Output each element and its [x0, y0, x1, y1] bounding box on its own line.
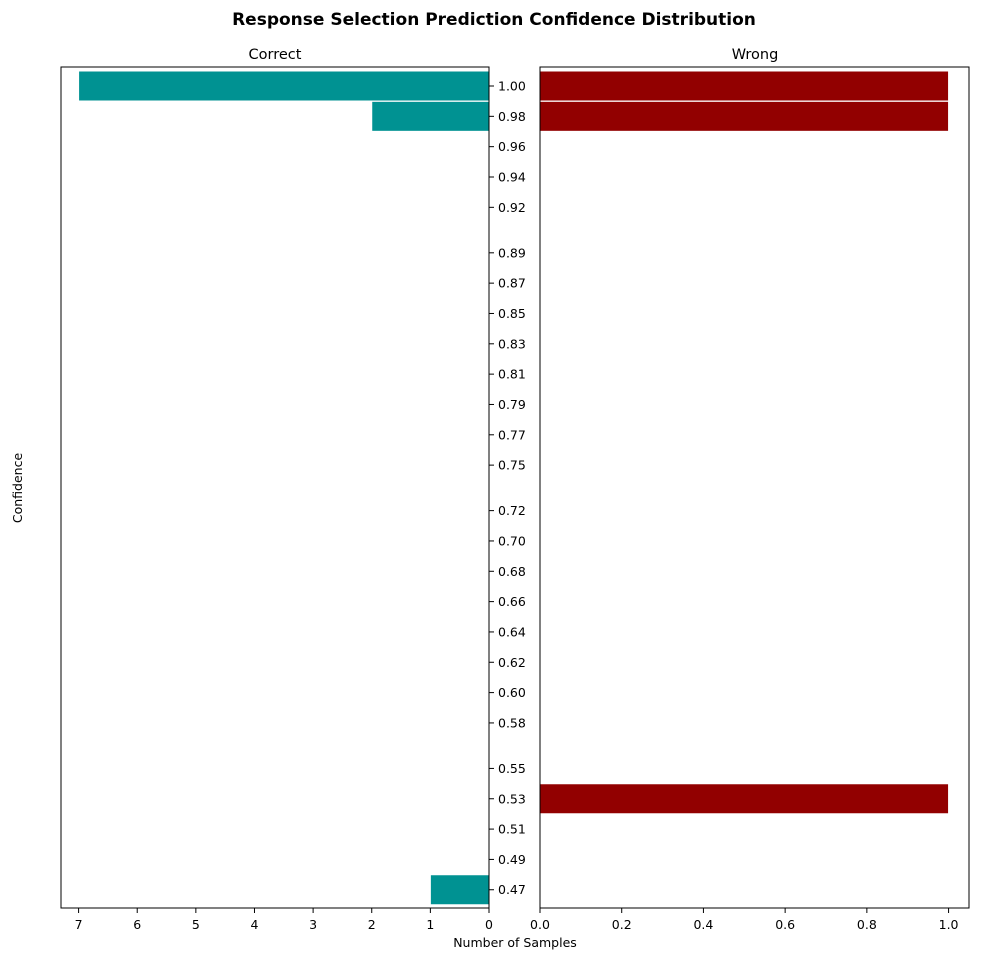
- correct-x-tick-label: 0: [485, 917, 493, 932]
- y-tick-label: 0.47: [498, 882, 526, 897]
- y-tick-label: 0.51: [498, 822, 526, 837]
- wrong-bar: [539, 783, 950, 815]
- wrong-x-ticks: 0.0 0.2 0.4 0.6 0.8 1.0: [530, 908, 959, 932]
- correct-x-tick-label: 4: [251, 917, 259, 932]
- y-tick-label: 0.96: [498, 139, 526, 154]
- panel-title-correct: Correct: [249, 47, 302, 63]
- y-tick-label: 0.60: [498, 685, 526, 700]
- correct-axes-frame: [60, 66, 490, 909]
- y-tick-label: 0.53: [498, 791, 526, 806]
- y-tick-label: 0.62: [498, 655, 526, 670]
- correct-x-ticks: 7 6 5 4 3 2 1 0: [75, 908, 493, 932]
- y-tick-label: 0.68: [498, 564, 526, 579]
- wrong-x-tick-label: 0.2: [612, 917, 632, 932]
- y-tick-label: 0.92: [498, 200, 526, 215]
- y-tick-label: 0.49: [498, 852, 526, 867]
- y-tick-label: 0.58: [498, 715, 526, 730]
- y-tick-label: 0.94: [498, 169, 526, 184]
- correct-x-tick-label: 2: [368, 917, 376, 932]
- confidence-tick-labels: 1.00 0.98 0.96 0.94 0.92 0.89 0.87 0.85 0.83 0.81…: [489, 79, 526, 897]
- wrong-x-tick-label: 0.6: [775, 917, 795, 932]
- y-tick-label: 0.98: [498, 109, 526, 124]
- correct-bar: [78, 70, 490, 102]
- wrong-x-tick-label: 1.0: [939, 917, 959, 932]
- x-axis-label: Number of Samples: [453, 935, 577, 950]
- wrong-x-tick-label: 0.8: [857, 917, 877, 932]
- panel-title-wrong: Wrong: [732, 47, 779, 63]
- wrong-bar: [539, 100, 950, 132]
- correct-bars: [78, 70, 490, 906]
- y-tick-label: 0.83: [498, 336, 526, 351]
- wrong-axes-frame: [539, 66, 970, 909]
- y-tick-label: 0.64: [498, 624, 526, 639]
- wrong-bar: [539, 70, 950, 102]
- y-tick-label: 1.00: [498, 79, 526, 94]
- y-tick-label: 0.77: [498, 427, 526, 442]
- correct-x-tick-label: 5: [192, 917, 200, 932]
- correct-x-tick-label: 1: [426, 917, 434, 932]
- wrong-x-tick-label: 0.0: [530, 917, 550, 932]
- y-tick-label: 0.72: [498, 503, 526, 518]
- y-axis-label: Confidence: [10, 453, 25, 524]
- y-tick-label: 0.55: [498, 761, 526, 776]
- y-tick-label: 0.89: [498, 245, 526, 260]
- y-tick-label: 0.70: [498, 533, 526, 548]
- correct-bar: [371, 100, 490, 132]
- y-tick-label: 0.66: [498, 594, 526, 609]
- wrong-x-tick-label: 0.4: [693, 917, 713, 932]
- y-tick-label: 0.85: [498, 306, 526, 321]
- y-tick-label: 0.75: [498, 458, 526, 473]
- wrong-bars: [539, 70, 950, 815]
- y-tick-label: 0.81: [498, 367, 526, 382]
- y-tick-label: 0.79: [498, 397, 526, 412]
- correct-x-tick-label: 3: [309, 917, 317, 932]
- correct-x-tick-label: 7: [75, 917, 83, 932]
- chart-title: Response Selection Prediction Confidence…: [232, 10, 756, 30]
- correct-x-tick-label: 6: [133, 917, 141, 932]
- y-tick-label: 0.87: [498, 276, 526, 291]
- correct-bar: [429, 874, 490, 906]
